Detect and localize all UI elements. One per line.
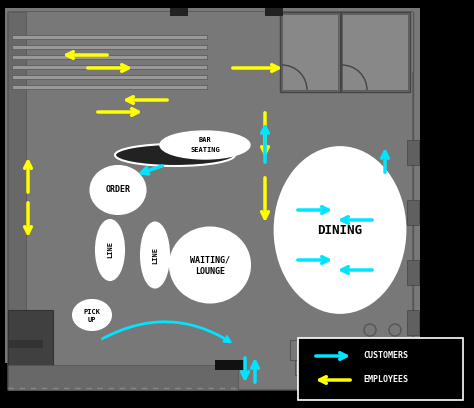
Bar: [407, 200, 419, 225]
Ellipse shape: [91, 166, 146, 214]
Bar: [295, 360, 325, 375]
Bar: [12, 45, 207, 49]
Bar: [8, 340, 43, 348]
Bar: [407, 260, 419, 285]
Text: PICK: PICK: [83, 309, 100, 315]
Text: SEATING: SEATING: [190, 147, 220, 153]
Polygon shape: [8, 12, 413, 390]
Text: ORDER: ORDER: [106, 186, 130, 195]
Text: LOUNGE: LOUNGE: [195, 268, 225, 277]
Bar: [5, 8, 420, 363]
Bar: [215, 360, 245, 370]
Bar: [340, 12, 342, 92]
Bar: [8, 310, 53, 385]
Bar: [12, 55, 207, 59]
Ellipse shape: [73, 300, 111, 330]
Text: LINE: LINE: [107, 242, 113, 259]
Bar: [12, 75, 207, 79]
Text: EMPLOYEES: EMPLOYEES: [363, 375, 408, 384]
Bar: [12, 65, 207, 69]
Bar: [8, 365, 238, 390]
Ellipse shape: [115, 144, 235, 166]
Bar: [342, 14, 408, 90]
Text: LINE: LINE: [152, 246, 158, 264]
Bar: [170, 8, 188, 16]
Text: UP: UP: [88, 317, 96, 323]
Bar: [265, 8, 283, 16]
Ellipse shape: [170, 228, 250, 302]
Bar: [407, 140, 419, 165]
Bar: [280, 12, 410, 92]
Text: DINING: DINING: [318, 224, 363, 237]
Bar: [8, 12, 413, 360]
Bar: [282, 14, 338, 90]
Text: WAITING/: WAITING/: [190, 255, 230, 264]
Bar: [290, 340, 330, 360]
Bar: [8, 12, 413, 72]
Bar: [12, 35, 207, 39]
Bar: [8, 12, 26, 372]
Ellipse shape: [141, 222, 169, 288]
Bar: [298, 338, 463, 400]
Bar: [12, 85, 207, 89]
Text: BAR: BAR: [199, 137, 211, 143]
Ellipse shape: [96, 220, 124, 280]
Ellipse shape: [275, 148, 405, 313]
Text: CUSTOMERS: CUSTOMERS: [363, 352, 408, 361]
Ellipse shape: [160, 131, 250, 159]
Bar: [407, 310, 419, 335]
